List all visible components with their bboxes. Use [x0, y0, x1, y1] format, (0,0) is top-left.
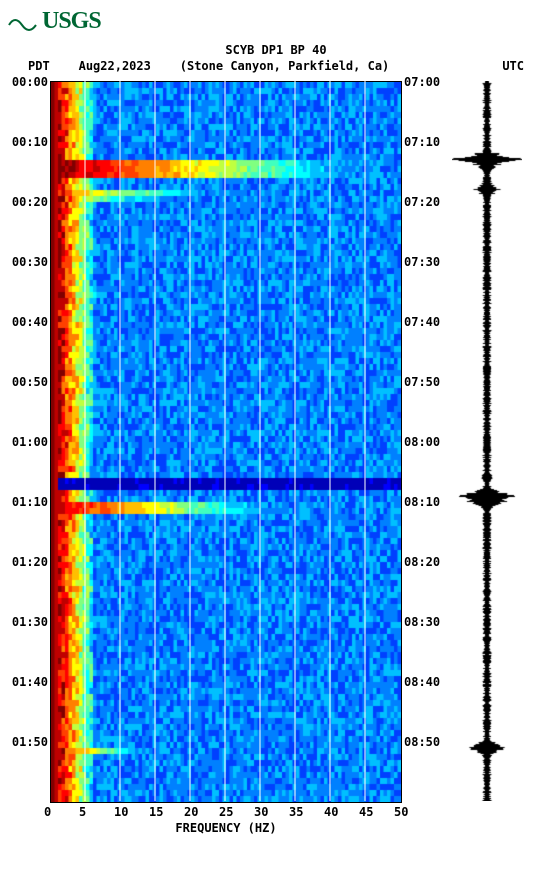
- y-right-tick: 07:00: [404, 75, 440, 89]
- tz-right-label: UTC: [502, 59, 524, 73]
- date-label: Aug22,2023: [79, 59, 151, 73]
- y-left-tick: 01:40: [12, 675, 48, 689]
- location-label: (Stone Canyon, Parkfield, Ca): [180, 59, 390, 73]
- chart-title: SCYB DP1 BP 40: [8, 43, 544, 57]
- y-left-tick: 00:00: [12, 75, 48, 89]
- x-tick: 0: [44, 805, 51, 819]
- waveform-canvas: [452, 81, 522, 801]
- y-axis-left: 00:0000:1000:2000:3000:4000:5001:0001:10…: [8, 81, 50, 801]
- tz-left-label: PDT: [28, 59, 50, 73]
- usgs-logo-text: USGS: [42, 8, 101, 35]
- x-tick: 45: [359, 805, 373, 819]
- usgs-logo: USGS: [8, 8, 544, 35]
- y-right-tick: 08:30: [404, 615, 440, 629]
- y-right-tick: 07:40: [404, 315, 440, 329]
- chart-header: SCYB DP1 BP 40 PDT Aug22,2023 (Stone Can…: [8, 43, 544, 73]
- y-left-tick: 00:20: [12, 195, 48, 209]
- waveform-container: [452, 81, 522, 801]
- x-tick: 50: [394, 805, 408, 819]
- y-right-tick: 08:00: [404, 435, 440, 449]
- y-left-tick: 00:50: [12, 375, 48, 389]
- y-left-tick: 01:10: [12, 495, 48, 509]
- y-right-tick: 07:10: [404, 135, 440, 149]
- x-tick: 40: [324, 805, 338, 819]
- spectrogram-container: 05101520253035404550 FREQUENCY (HZ): [50, 81, 402, 835]
- y-right-tick: 07:50: [404, 375, 440, 389]
- y-right-tick: 08:50: [404, 735, 440, 749]
- y-left-tick: 01:50: [12, 735, 48, 749]
- y-right-tick: 07:30: [404, 255, 440, 269]
- x-tick: 30: [254, 805, 268, 819]
- y-axis-right: 07:0007:1007:2007:3007:4007:5008:0008:10…: [402, 81, 444, 801]
- y-left-tick: 00:30: [12, 255, 48, 269]
- x-tick: 25: [219, 805, 233, 819]
- chart-area: 00:0000:1000:2000:3000:4000:5001:0001:10…: [8, 81, 544, 835]
- y-right-tick: 08:10: [404, 495, 440, 509]
- x-tick: 5: [79, 805, 86, 819]
- usgs-wave-icon: [8, 11, 38, 33]
- x-tick: 15: [149, 805, 163, 819]
- y-right-tick: 08:20: [404, 555, 440, 569]
- y-left-tick: 00:40: [12, 315, 48, 329]
- y-right-tick: 07:20: [404, 195, 440, 209]
- y-left-tick: 01:30: [12, 615, 48, 629]
- x-tick: 10: [114, 805, 128, 819]
- x-axis-ticks: 05101520253035404550: [50, 805, 400, 819]
- spectrogram-canvas: [50, 81, 402, 803]
- y-left-tick: 01:00: [12, 435, 48, 449]
- y-right-tick: 08:40: [404, 675, 440, 689]
- y-left-tick: 01:20: [12, 555, 48, 569]
- y-left-tick: 00:10: [12, 135, 48, 149]
- x-tick: 20: [184, 805, 198, 819]
- x-axis-label: FREQUENCY (HZ): [50, 821, 402, 835]
- x-tick: 35: [289, 805, 303, 819]
- chart-subtitle: PDT Aug22,2023 (Stone Canyon, Parkfield,…: [8, 59, 544, 73]
